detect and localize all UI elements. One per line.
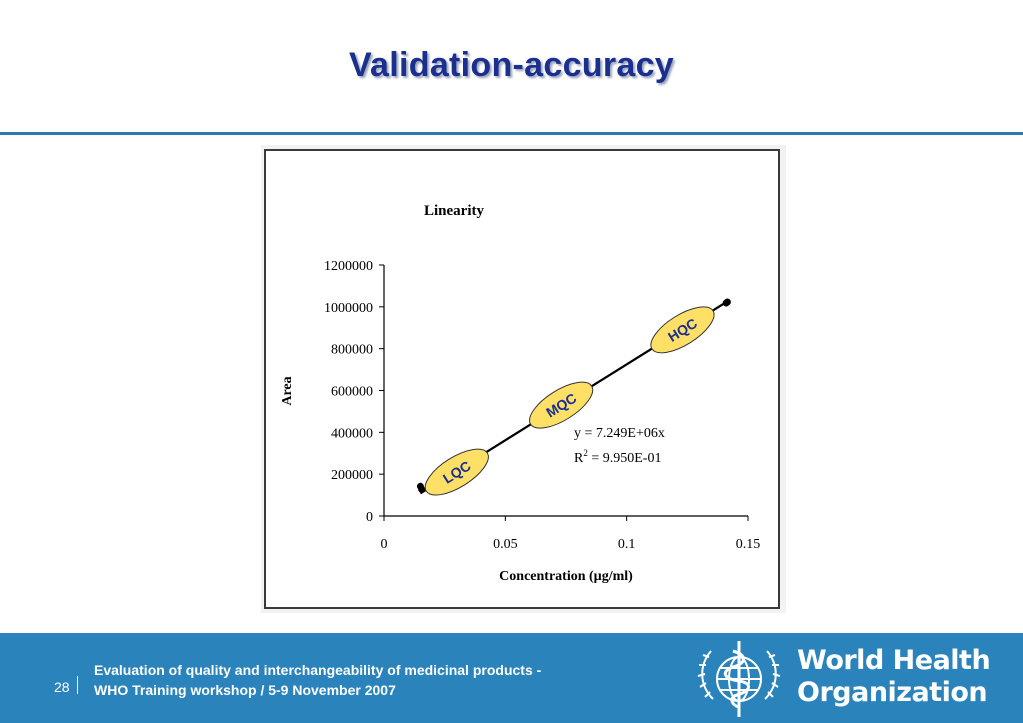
who-wordmark-line-1: World Health bbox=[797, 645, 991, 676]
page-number-separator bbox=[77, 676, 78, 694]
qc-label-lqc: LQC bbox=[424, 448, 489, 496]
y-tick-label: 1000000 bbox=[324, 301, 373, 316]
chart-border bbox=[264, 149, 780, 609]
trendline-equation: y = 7.249E+06x R2 = 9.950E-01 bbox=[574, 426, 665, 466]
who-wordmark-line-2: Organization bbox=[797, 677, 988, 708]
chart-title: Linearity bbox=[424, 203, 484, 219]
y-axis-label: Area bbox=[280, 376, 295, 405]
footer-line-1: Evaluation of quality and interchangeabi… bbox=[94, 662, 542, 678]
footer-caption: Evaluation of quality and interchangeabi… bbox=[94, 660, 541, 700]
y-tick-label: 1200000 bbox=[324, 259, 373, 274]
equation-text: y = 7.249E+06x bbox=[574, 426, 665, 441]
chart-frame: Linearity Area Concentration (µg/ml) 0 20… bbox=[261, 145, 786, 613]
y-tick-label: 0 bbox=[366, 510, 373, 525]
data-point bbox=[723, 298, 731, 306]
x-tick-label: 0.1 bbox=[618, 537, 636, 552]
data-point bbox=[418, 485, 426, 493]
r-squared-text: R2 = 9.950E-01 bbox=[574, 448, 661, 466]
footer-bar bbox=[0, 633, 1023, 723]
x-tick-label: 0 bbox=[381, 537, 388, 552]
x-tick-label: 0.15 bbox=[736, 537, 761, 552]
qc-label-mqc: MQC bbox=[529, 381, 594, 429]
y-tick-label: 200000 bbox=[331, 468, 373, 483]
qc-label-hqc: HQC bbox=[650, 306, 715, 354]
y-tick-label: 400000 bbox=[331, 426, 373, 441]
who-emblem-icon bbox=[697, 641, 781, 717]
qc-label-bubble bbox=[529, 381, 594, 429]
who-wordmark: World Health Organization bbox=[797, 645, 991, 709]
page-number: 28 bbox=[54, 679, 70, 695]
qc-label-bubble bbox=[424, 448, 489, 496]
slide-title: Validation-accuracy bbox=[348, 46, 675, 84]
qc-label-bubble bbox=[650, 306, 715, 354]
linearity-chart: Linearity Area Concentration (µg/ml) 0 20… bbox=[264, 149, 780, 609]
y-tick-label: 800000 bbox=[331, 343, 373, 358]
x-tick-label: 0.05 bbox=[493, 537, 518, 552]
y-tick-label: 600000 bbox=[331, 385, 373, 400]
title-divider bbox=[0, 132, 1023, 135]
footer-line-2: WHO Training workshop / 5-9 November 200… bbox=[94, 682, 396, 698]
x-axis-label: Concentration (µg/ml) bbox=[499, 569, 633, 584]
